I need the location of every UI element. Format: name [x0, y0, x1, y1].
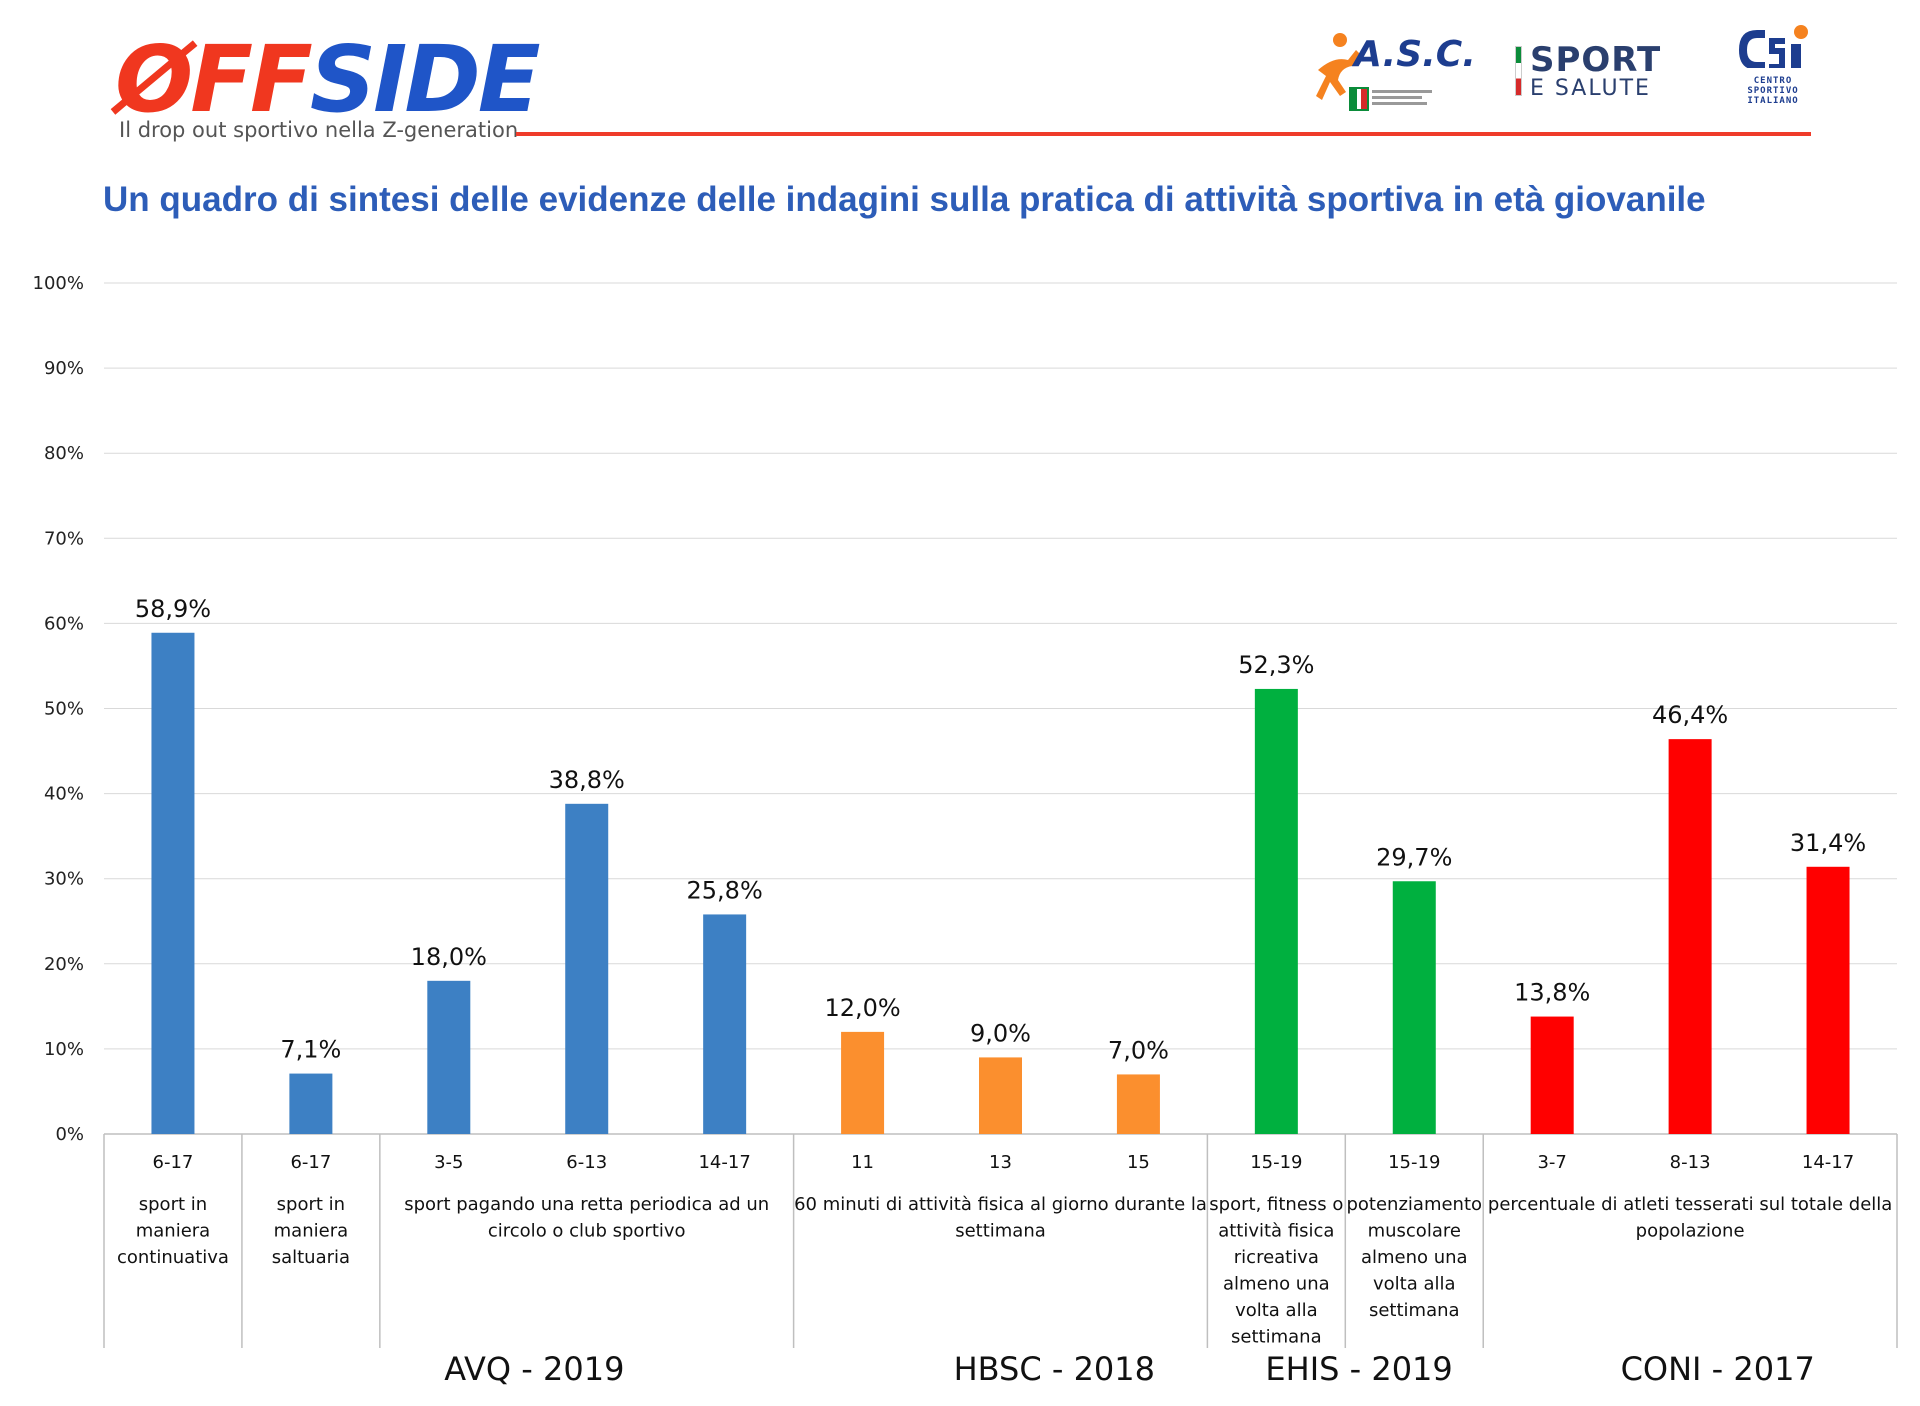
bar-data-label: 52,3% — [1238, 651, 1314, 679]
csi-line: ITALIANO — [1747, 96, 1799, 106]
group-label: CONI - 2017 — [1621, 1350, 1815, 1388]
bar — [565, 803, 609, 1134]
x-tick-label: 3-5 — [434, 1152, 463, 1173]
asc-wordmark: A.S.C. — [1354, 34, 1476, 75]
header: ØFFSIDE Il drop out sportivo nella Z-gen… — [0, 0, 1920, 150]
y-tick-label: 60% — [44, 613, 84, 634]
category-description: maniera — [274, 1221, 348, 1242]
offside-wordmark-right: SIDE — [309, 26, 541, 133]
bar — [1116, 1074, 1160, 1134]
bar-data-label: 18,0% — [411, 943, 487, 971]
category-description: circolo o club sportivo — [488, 1221, 686, 1242]
bar-data-label: 9,0% — [970, 1019, 1031, 1047]
x-tick-label: 6-17 — [153, 1152, 194, 1173]
group-label: HBSC - 2018 — [954, 1350, 1155, 1388]
bar — [151, 632, 195, 1134]
x-tick-label: 13 — [989, 1152, 1012, 1173]
x-tick-label: 11 — [851, 1152, 874, 1173]
x-tick-label: 15-19 — [1388, 1152, 1440, 1173]
category-description: continuativa — [117, 1247, 229, 1268]
bar-data-label: 13,8% — [1514, 979, 1590, 1007]
y-tick-label: 70% — [44, 528, 84, 549]
bar — [1392, 881, 1436, 1134]
bar-data-label: 25,8% — [687, 876, 763, 904]
offside-wordmark-left: ØFF — [115, 26, 313, 133]
category-description: sport, fitness o — [1209, 1194, 1343, 1215]
y-tick-label: 40% — [44, 784, 84, 805]
category-description: volta alla — [1373, 1274, 1456, 1295]
category-description: saltuaria — [272, 1247, 350, 1268]
asc-logo: A.S.C. — [1310, 30, 1476, 115]
category-description: ricreativa — [1234, 1247, 1319, 1268]
y-tick-label: 0% — [55, 1124, 84, 1145]
bar — [703, 914, 747, 1134]
y-tick-label: 100% — [33, 273, 84, 294]
category-description: sport pagando una retta periodica ad un — [404, 1194, 769, 1215]
bar — [841, 1031, 885, 1134]
y-tick-label: 90% — [44, 358, 84, 379]
bar — [289, 1073, 333, 1134]
offside-logo: ØFFSIDE Il drop out sportivo nella Z-gen… — [115, 30, 541, 150]
bar — [1254, 688, 1298, 1134]
category-description: potenziamento — [1346, 1194, 1482, 1215]
page-title: Un quadro di sintesi delle evidenze dell… — [103, 180, 1706, 219]
csi-line: CENTRO — [1753, 76, 1793, 86]
bar-data-label: 29,7% — [1376, 843, 1452, 871]
bar-data-label: 7,1% — [280, 1036, 341, 1064]
category-description: volta alla — [1235, 1300, 1318, 1321]
csi-line: SPORTIVO — [1747, 86, 1799, 96]
category-description: sport in — [139, 1194, 207, 1215]
bar-data-label: 46,4% — [1652, 701, 1728, 729]
bar — [1530, 1016, 1574, 1134]
x-tick-label: 8-13 — [1670, 1152, 1711, 1173]
category-description: almeno una — [1361, 1247, 1468, 1268]
x-tick-label: 3-7 — [1537, 1152, 1566, 1173]
bar-data-label: 58,9% — [135, 595, 211, 623]
category-description: 60 minuti di attività fisica al giorno d… — [794, 1194, 1207, 1215]
x-tick-label: 6-13 — [566, 1152, 607, 1173]
bar-data-label: 12,0% — [824, 994, 900, 1022]
header-divider — [516, 132, 1811, 136]
bar — [1806, 866, 1850, 1134]
x-tick-label: 14-17 — [1802, 1152, 1854, 1173]
category-description: percentuale di atleti tesserati sul tota… — [1488, 1194, 1892, 1215]
category-description: sport in — [277, 1194, 345, 1215]
y-tick-label: 50% — [44, 699, 84, 720]
bar — [979, 1057, 1022, 1134]
sport-e-salute-line2: E SALUTE — [1530, 76, 1651, 101]
group-label: EHIS - 2019 — [1265, 1350, 1452, 1388]
category-description: settimana — [1369, 1300, 1460, 1321]
y-tick-label: 80% — [44, 443, 84, 464]
csi-mark-icon — [1739, 25, 1808, 68]
sport-e-salute-line1: SPORT — [1530, 40, 1662, 80]
italian-flag-icon — [1515, 46, 1522, 96]
category-description: popolazione — [1636, 1221, 1745, 1242]
y-tick-label: 10% — [44, 1039, 84, 1060]
group-label: AVQ - 2019 — [444, 1350, 624, 1388]
y-tick-label: 30% — [44, 869, 84, 890]
offside-tagline: Il drop out sportivo nella Z-generation — [119, 118, 519, 142]
bar-data-label: 38,8% — [549, 766, 625, 794]
category-description: almeno una — [1223, 1274, 1330, 1295]
asc-runner-icon — [1316, 33, 1432, 111]
category-description: settimana — [955, 1221, 1046, 1242]
sport-e-salute-logo: SPORT E SALUTE — [1515, 40, 1675, 110]
x-tick-label: 15-19 — [1250, 1152, 1302, 1173]
x-tick-label: 14-17 — [698, 1152, 750, 1173]
category-description: muscolare — [1368, 1221, 1461, 1242]
bar-data-label: 31,4% — [1790, 829, 1866, 857]
x-tick-label: 6-17 — [290, 1152, 331, 1173]
category-description: attività fisica — [1218, 1221, 1334, 1242]
x-tick-label: 15 — [1127, 1152, 1150, 1173]
bar-data-label: 7,0% — [1108, 1036, 1169, 1064]
csi-logo: CENTRO SPORTIVO ITALIANO — [1735, 24, 1815, 109]
offside-wordmark: ØFFSIDE — [115, 30, 541, 130]
category-description: settimana — [1231, 1327, 1322, 1348]
y-tick-label: 20% — [44, 954, 84, 975]
bar — [1668, 739, 1712, 1134]
bar — [427, 980, 471, 1134]
csi-wordmark: CENTRO SPORTIVO ITALIANO — [1735, 76, 1811, 106]
category-description: maniera — [136, 1221, 210, 1242]
